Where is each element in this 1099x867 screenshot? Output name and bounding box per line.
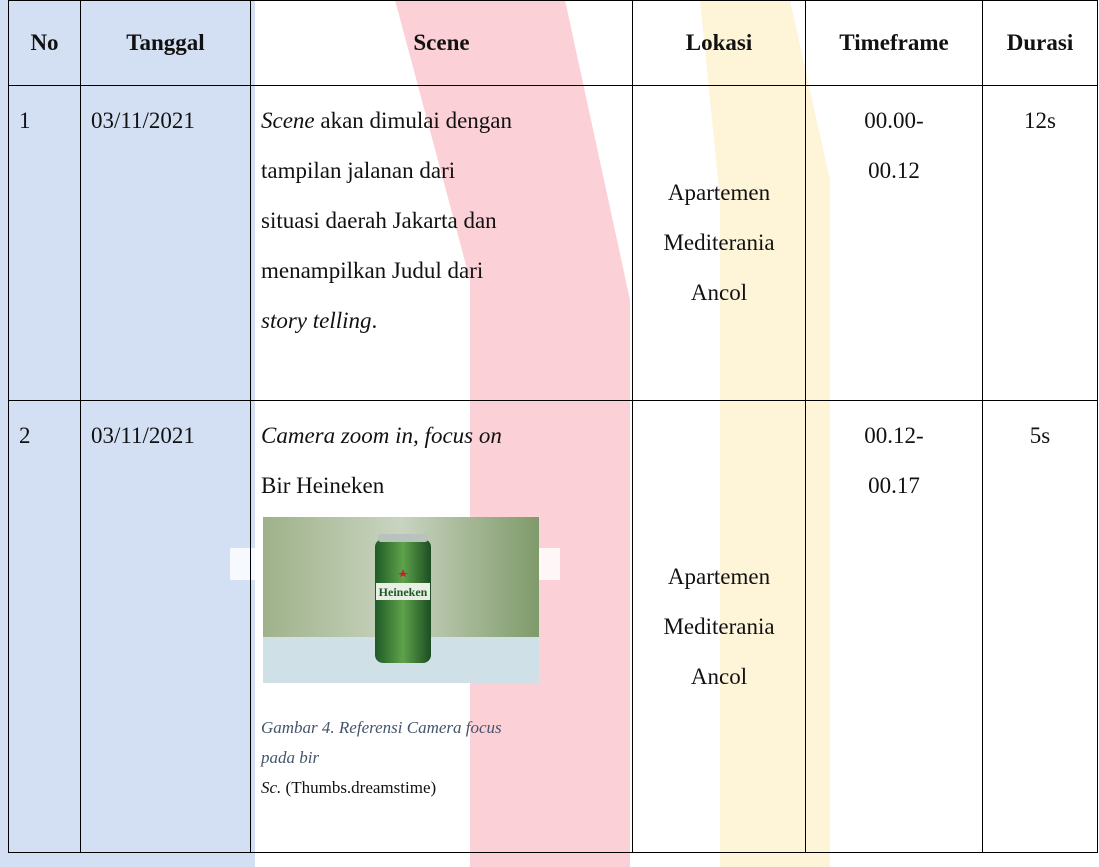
header-cell: Scene [251, 1, 633, 86]
scene-line: Camera zoom in, focus on [261, 411, 622, 461]
duration: 12s [983, 86, 1098, 401]
row-number: 2 [9, 401, 81, 853]
timeframe-line: 00.12- [816, 411, 972, 461]
duration: 5s [983, 401, 1098, 853]
image-label: Heineken [379, 585, 428, 599]
timeframe-cell: 00.00-00.12 [806, 86, 983, 401]
timeframe-line: 00.12 [816, 146, 972, 196]
header-cell: Timeframe [806, 1, 983, 86]
scene-cell: Scene akan dimulai dengan tampilan jalana… [251, 86, 633, 401]
text-run: menampilkan Judul dari [261, 258, 483, 283]
scene-line: story telling. [261, 296, 622, 346]
text-run: Bir Heineken [261, 473, 384, 498]
scene-line: Scene akan dimulai dengan [261, 96, 622, 146]
text-run: Sc. [261, 778, 281, 797]
reference-image: Heineken [263, 517, 539, 683]
row-number: 1 [9, 86, 81, 401]
image-source: Sc. (Thumbs.dreamstime) [261, 773, 622, 803]
location: Apartemen Mediterania Ancol [641, 552, 797, 702]
row-date: 03/11/2021 [81, 86, 251, 401]
image-caption: pada bir [261, 743, 622, 773]
image-caption: Gambar 4. Referensi Camera focus [261, 713, 622, 743]
text-run: tampilan jalanan dari [261, 158, 455, 183]
header-cell: No [9, 1, 81, 86]
text-run: situasi daerah Jakarta dan [261, 208, 497, 233]
scene-line: situasi daerah Jakarta dan [261, 196, 622, 246]
row-date: 03/11/2021 [81, 401, 251, 853]
text-run: story telling [261, 308, 372, 333]
scene-cell: Camera zoom in, focus on Bir Heineken Hein… [251, 401, 633, 853]
location: Apartemen Mediterania Ancol [641, 168, 797, 318]
header-cell: Durasi [983, 1, 1098, 86]
header-cell: Lokasi [633, 1, 806, 86]
text-run: Scene [261, 108, 315, 133]
page: NoTanggalSceneLokasiTimeframeDurasi 103/… [0, 0, 1099, 867]
text-run: Camera zoom in, focus on [261, 423, 502, 448]
header-cell: Tanggal [81, 1, 251, 86]
timeframe-line: 00.17 [816, 461, 972, 511]
timeframe-line: 00.00- [816, 96, 972, 146]
location-cell: Apartemen Mediterania Ancol [633, 86, 806, 401]
scene-line: Bir Heineken [261, 461, 622, 511]
location-cell: Apartemen Mediterania Ancol [633, 401, 806, 853]
timeframe-cell: 00.12-00.17 [806, 401, 983, 853]
text-run: . [372, 308, 378, 333]
text-run: (Thumbs.dreamstime) [281, 778, 436, 797]
scene-line: tampilan jalanan dari [261, 146, 622, 196]
scene-line: menampilkan Judul dari [261, 246, 622, 296]
text-run: akan dimulai dengan [315, 108, 512, 133]
